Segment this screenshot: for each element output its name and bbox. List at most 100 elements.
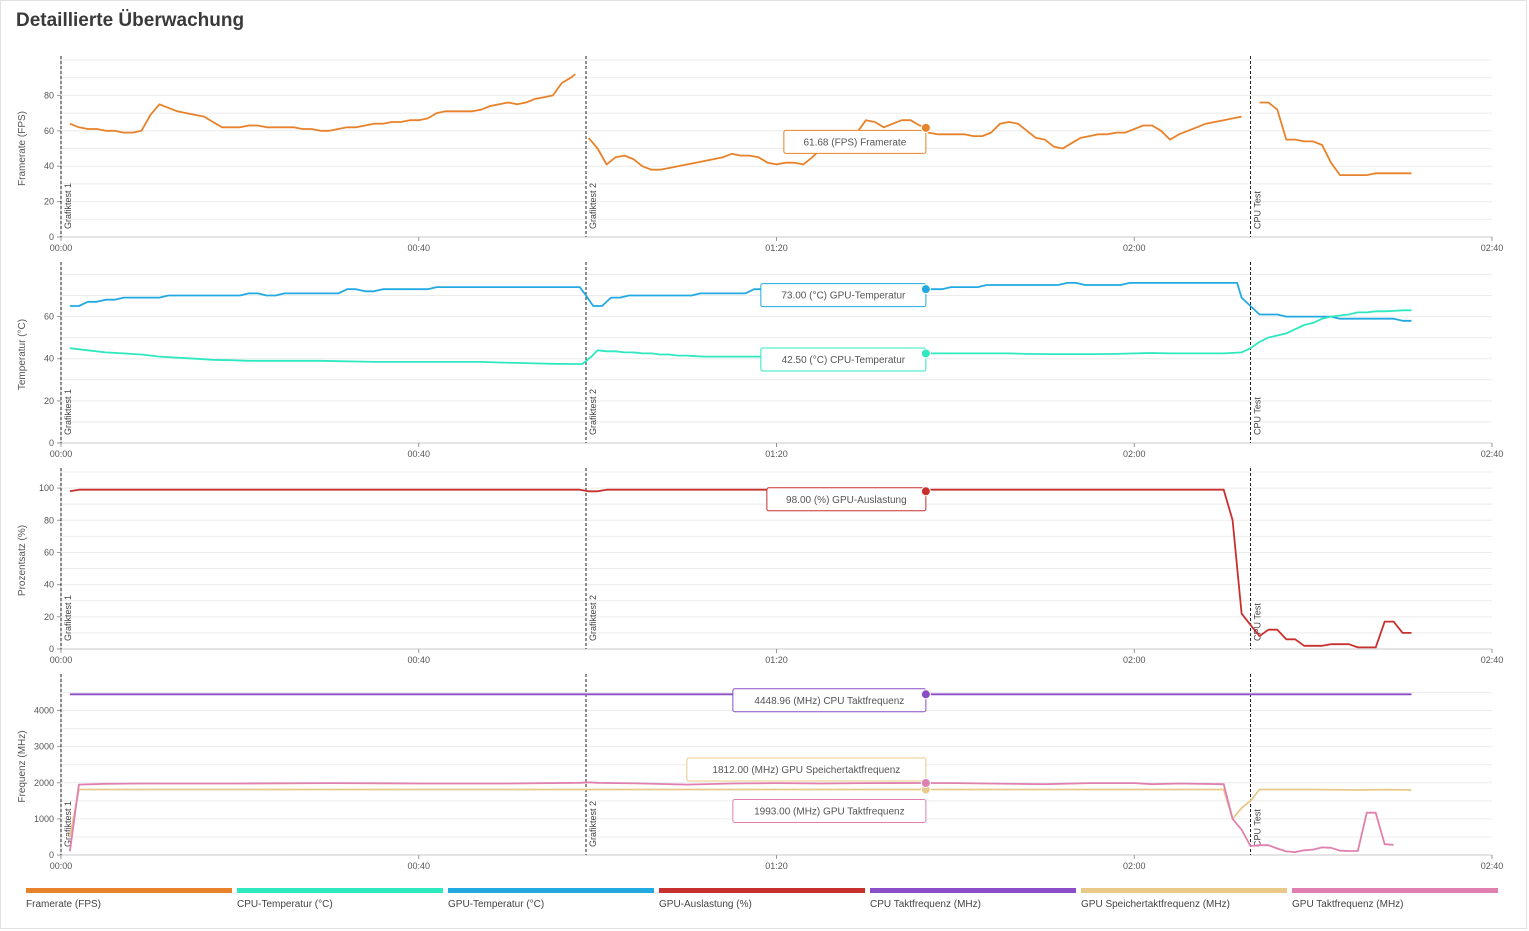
series-line-gpu_load [69, 488, 1412, 649]
x-tick-label: 02:40 [1481, 243, 1504, 253]
y-tick-label: 40 [44, 580, 54, 590]
legend-label: GPU Speichertaktfrequenz (MHz) [1081, 899, 1230, 910]
tooltip-box [686, 757, 927, 782]
tooltip-box [766, 487, 927, 512]
legend-label: GPU-Temperatur (°C) [448, 899, 545, 910]
tooltip-cpu_clock: 4448.96 (MHz) CPU Taktfrequenz [732, 688, 927, 713]
x-tick-label: 02:00 [1123, 449, 1146, 459]
section-marker-label: Grafiktest 2 [588, 389, 598, 435]
legend-swatch [1081, 888, 1287, 893]
section-marker-label: CPU Test [1253, 809, 1263, 847]
tooltip-box [760, 347, 927, 372]
x-tick-label: 02:00 [1123, 655, 1146, 665]
y-tick-label: 20 [44, 612, 54, 622]
tooltip-text: 42.50 (°C) CPU-Temperatur [782, 355, 906, 366]
legend-swatch [26, 888, 232, 893]
y-tick-label: 2000 [34, 778, 54, 788]
x-tick-label: 00:00 [50, 655, 73, 665]
legend-item-cpu-temperature[interactable]: CPU-Temperatur (°C) [237, 888, 443, 918]
section-marker-label: CPU Test [1253, 397, 1263, 435]
tooltip-box [732, 799, 927, 824]
y-tick-label: 4000 [34, 706, 54, 716]
tooltip-box [732, 688, 927, 713]
tooltip-gpu_load: 98.00 (%) GPU-Auslastung [766, 487, 927, 512]
y-tick-label: 80 [44, 90, 54, 100]
series-line-fps [588, 115, 1242, 171]
legend-label: GPU-Auslastung (%) [659, 899, 752, 910]
y-tick-label: 60 [44, 312, 54, 322]
x-tick-label: 01:20 [765, 449, 788, 459]
hover-point-cpu_temp[interactable] [920, 348, 931, 359]
section-marker-label: Grafiktest 1 [63, 183, 73, 229]
legend-item-gpu-load[interactable]: GPU-Auslastung (%) [659, 888, 865, 918]
y-tick-label: 100 [39, 483, 54, 493]
tooltip-text: 1993.00 (MHz) GPU Taktfrequenz [754, 807, 904, 818]
y-tick-label: 0 [49, 438, 54, 448]
x-tick-label: 00:00 [50, 449, 73, 459]
legend-swatch [870, 888, 1076, 893]
section-marker-label: CPU Test [1253, 191, 1263, 229]
tooltip-box [783, 129, 927, 154]
legend-swatch [659, 888, 865, 893]
legend-item-gpu-temperature[interactable]: GPU-Temperatur (°C) [448, 888, 654, 918]
legend-item-cpu-clock[interactable]: CPU Taktfrequenz (MHz) [870, 888, 1076, 918]
y-axis-label: Framerate (FPS) [17, 111, 28, 186]
x-tick-label: 00:40 [407, 655, 430, 665]
chart-legend: Framerate (FPS) CPU-Temperatur (°C) GPU-… [26, 888, 1502, 918]
y-tick-label: 60 [44, 126, 54, 136]
x-tick-label: 00:40 [407, 243, 430, 253]
x-tick-label: 02:00 [1123, 243, 1146, 253]
section-marker-label: Grafiktest 1 [63, 389, 73, 435]
tooltip-text: 4448.96 (MHz) CPU Taktfrequenz [754, 696, 904, 707]
x-tick-label: 01:20 [765, 861, 788, 871]
hover-point-fps[interactable] [920, 122, 931, 133]
hover-point-gpu_clock[interactable] [920, 778, 931, 789]
hover-point-cpu_clock[interactable] [920, 689, 931, 700]
x-tick-label: 00:40 [407, 449, 430, 459]
x-tick-label: 02:40 [1481, 861, 1504, 871]
tooltip-text: 61.68 (FPS) Framerate [803, 137, 906, 148]
tooltip-fps: 61.68 (FPS) Framerate [783, 129, 927, 154]
section-marker-label: Grafiktest 2 [588, 183, 598, 229]
series-line-gpu_mem_clock [69, 788, 1412, 838]
x-tick-label: 00:00 [50, 861, 73, 871]
legend-swatch [237, 888, 443, 893]
tooltip-cpu_temp: 42.50 (°C) CPU-Temperatur [760, 347, 927, 372]
y-tick-label: 40 [44, 161, 54, 171]
x-tick-label: 00:40 [407, 861, 430, 871]
tooltip-text: 73.00 (°C) GPU-Temperatur [781, 291, 906, 302]
tooltip-gpu_mem_clock: 1812.00 (MHz) GPU Speichertaktfrequenz [686, 757, 927, 782]
page-title: Detaillierte Überwachung [16, 10, 245, 31]
y-tick-label: 0 [49, 850, 54, 860]
x-tick-label: 00:00 [50, 243, 73, 253]
y-tick-label: 3000 [34, 742, 54, 752]
legend-item-gpu-memory-clock[interactable]: GPU Speichertaktfrequenz (MHz) [1081, 888, 1287, 918]
y-tick-label: 80 [44, 515, 54, 525]
section-marker-label: Grafiktest 2 [588, 801, 598, 847]
legend-label: CPU-Temperatur (°C) [237, 899, 333, 910]
x-tick-label: 02:00 [1123, 861, 1146, 871]
y-axis-label: Temperatur (°C) [17, 319, 28, 390]
y-tick-label: 20 [44, 197, 54, 207]
y-tick-label: 0 [49, 232, 54, 242]
series-line-gpu_temp [69, 282, 1412, 322]
hover-point-gpu_temp[interactable] [920, 284, 931, 295]
legend-item-framerate[interactable]: Framerate (FPS) [26, 888, 232, 918]
y-axis-label: Frequenz (MHz) [17, 730, 28, 802]
section-marker-label: Grafiktest 1 [63, 801, 73, 847]
x-tick-label: 02:40 [1481, 655, 1504, 665]
hover-point-gpu_load[interactable] [920, 486, 931, 497]
tooltip-text: 1812.00 (MHz) GPU Speichertaktfrequenz [712, 765, 900, 776]
y-axis-label: Prozentsatz (%) [17, 525, 28, 596]
chart-temperatur-c: 0 20 40 60 00:00 00:40 01:20 02:00 02:40 Temperat… [17, 262, 1503, 459]
legend-item-gpu-clock[interactable]: GPU Taktfrequenz (MHz) [1292, 888, 1498, 918]
section-marker-label: Grafiktest 2 [588, 595, 598, 641]
chart-frequenz-mhz: 0 1000 2000 3000 4000 00:00 00:40 01:20 02:00 02:… [17, 674, 1503, 871]
tooltip-gpu_clock: 1993.00 (MHz) GPU Taktfrequenz [732, 799, 927, 824]
series-line-fps [1259, 101, 1412, 176]
y-tick-label: 40 [44, 354, 54, 364]
series-line-gpu_clock [69, 781, 1394, 853]
x-tick-label: 01:20 [765, 243, 788, 253]
x-tick-label: 02:40 [1481, 449, 1504, 459]
legend-swatch [448, 888, 654, 893]
